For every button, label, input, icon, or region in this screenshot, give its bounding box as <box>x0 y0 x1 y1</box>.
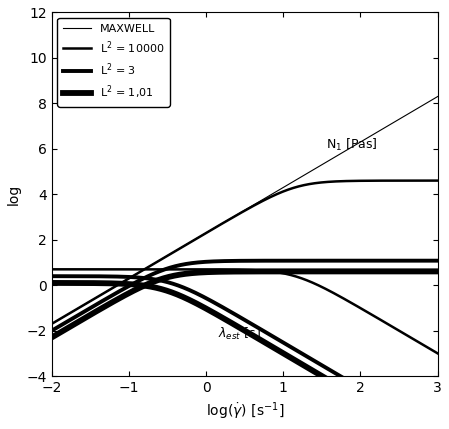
Text: $\lambda_{est}$ [s]: $\lambda_{est}$ [s] <box>218 326 260 341</box>
Y-axis label: log: log <box>7 184 21 205</box>
Text: N$_1$ [Pas]: N$_1$ [Pas] <box>326 137 378 153</box>
X-axis label: log($\dot{\gamma}$) [s$^{-1}$]: log($\dot{\gamma}$) [s$^{-1}$] <box>206 401 284 422</box>
Legend: MAXWELL, L$^2$ = 10000, L$^2$ = 3, L$^2$ = 1,01: MAXWELL, L$^2$ = 10000, L$^2$ = 3, L$^2$… <box>57 18 170 106</box>
